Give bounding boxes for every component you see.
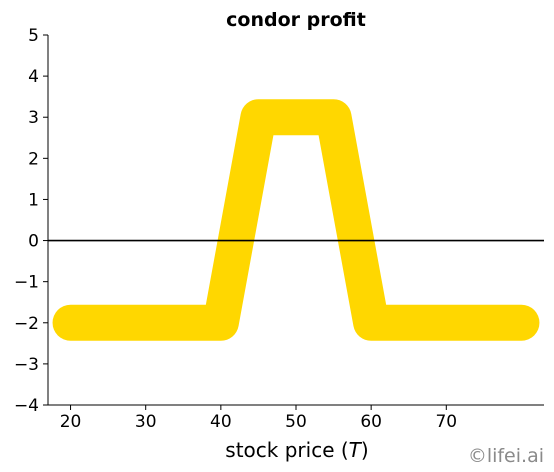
x-tick-label: 60 (360, 412, 382, 432)
y-tick-label: −3 (14, 355, 39, 375)
x-tick-label: 20 (60, 412, 82, 432)
x-tick-label: 40 (210, 412, 232, 432)
x-axis-label-variable: T (349, 438, 363, 462)
x-axis-label-suffix: ) (361, 438, 369, 462)
x-tick-label: 30 (135, 412, 157, 432)
y-tick-label: 4 (28, 67, 39, 87)
y-tick-label: −2 (14, 314, 39, 334)
y-tick-label: 2 (28, 149, 39, 169)
x-axis-label: stock price (T) (225, 438, 368, 462)
x-tick-label: 70 (435, 412, 457, 432)
y-tick-label: −1 (14, 273, 39, 293)
watermark: ©lifei.ai (468, 445, 544, 467)
y-tick-label: 1 (28, 190, 39, 210)
y-tick-label: −4 (14, 396, 39, 416)
y-tick-label: 5 (28, 26, 39, 46)
series-line-0 (52, 99, 540, 341)
x-axis-label-prefix: stock price ( (225, 438, 348, 462)
y-tick-label: 0 (28, 232, 39, 252)
x-tick-label: 50 (285, 412, 307, 432)
y-tick-label: 3 (28, 108, 39, 128)
chart-title: condor profit (226, 9, 366, 31)
